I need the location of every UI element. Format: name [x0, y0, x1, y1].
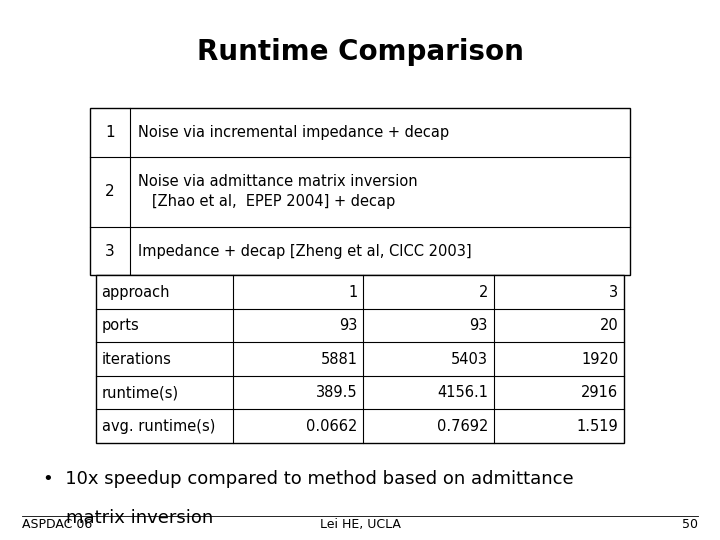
- Text: 3: 3: [609, 285, 618, 300]
- Text: 5403: 5403: [451, 352, 488, 367]
- Text: 0.0662: 0.0662: [306, 418, 357, 434]
- Text: 2: 2: [105, 184, 114, 199]
- Text: 93: 93: [339, 318, 357, 333]
- Text: 3: 3: [105, 244, 114, 259]
- Text: ASPDAC 06: ASPDAC 06: [22, 518, 92, 531]
- Text: 20: 20: [600, 318, 618, 333]
- Text: Lei HE, UCLA: Lei HE, UCLA: [320, 518, 400, 531]
- Text: avg. runtime(s): avg. runtime(s): [102, 418, 215, 434]
- Text: runtime(s): runtime(s): [102, 385, 179, 400]
- Text: Runtime Comparison: Runtime Comparison: [197, 38, 523, 66]
- FancyBboxPatch shape: [96, 275, 624, 443]
- Text: 5881: 5881: [320, 352, 357, 367]
- Text: iterations: iterations: [102, 352, 171, 367]
- Text: 2: 2: [479, 285, 488, 300]
- Text: •  10x speedup compared to method based on admittance: • 10x speedup compared to method based o…: [43, 470, 574, 488]
- Text: 0.7692: 0.7692: [436, 418, 488, 434]
- Text: ports: ports: [102, 318, 139, 333]
- Text: matrix inversion: matrix inversion: [43, 509, 213, 526]
- Text: Noise via incremental impedance + decap: Noise via incremental impedance + decap: [138, 125, 449, 140]
- Text: approach: approach: [102, 285, 170, 300]
- Text: 93: 93: [469, 318, 488, 333]
- Text: 4156.1: 4156.1: [437, 385, 488, 400]
- Text: Impedance + decap [Zheng et al, CICC 2003]: Impedance + decap [Zheng et al, CICC 200…: [138, 244, 472, 259]
- Text: 50: 50: [683, 518, 698, 531]
- Text: 389.5: 389.5: [316, 385, 357, 400]
- FancyBboxPatch shape: [90, 108, 630, 275]
- Text: 1: 1: [105, 125, 114, 140]
- Text: Noise via admittance matrix inversion
   [Zhao et al,  EPEP 2004] + decap: Noise via admittance matrix inversion [Z…: [138, 174, 418, 209]
- Text: 1: 1: [348, 285, 357, 300]
- Text: 1.519: 1.519: [577, 418, 618, 434]
- Text: 2916: 2916: [581, 385, 618, 400]
- Text: 1920: 1920: [581, 352, 618, 367]
